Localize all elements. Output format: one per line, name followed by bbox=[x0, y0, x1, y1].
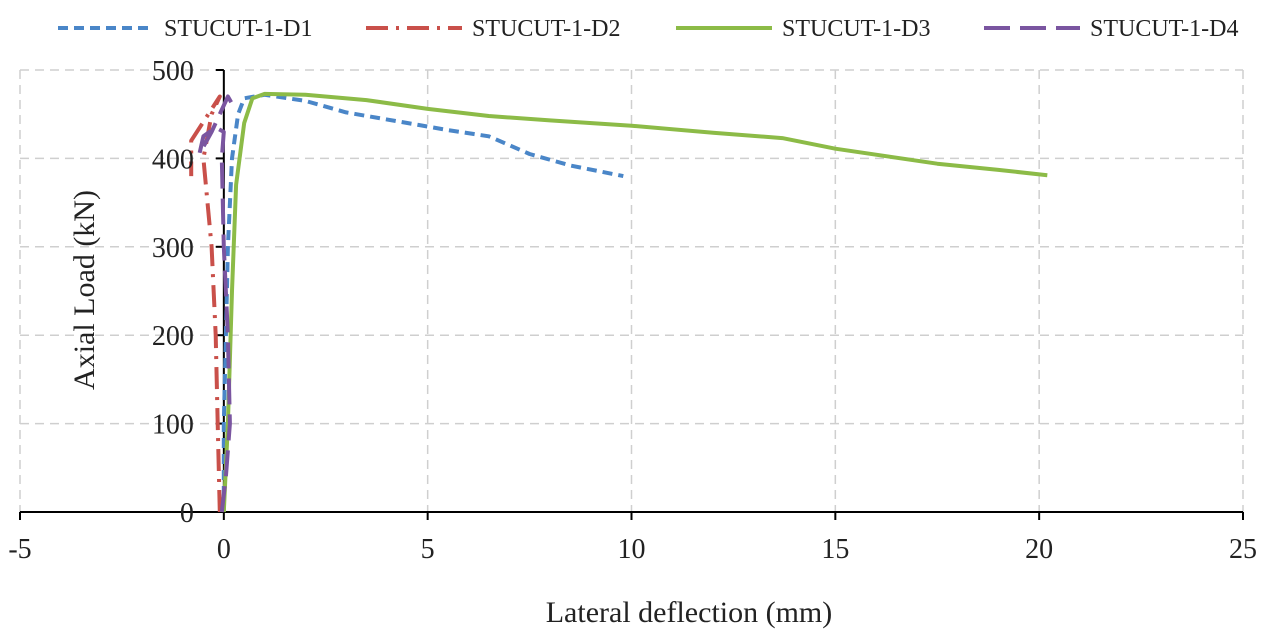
x-tick-label: 15 bbox=[821, 534, 849, 565]
legend-label: STUCUT-1-D4 bbox=[1090, 16, 1238, 42]
x-tick-label: -5 bbox=[8, 534, 31, 565]
x-tick-label: 20 bbox=[1025, 534, 1053, 565]
y-tick-label: 300 bbox=[152, 233, 194, 264]
series-line-stucut-1-d1 bbox=[221, 92, 624, 512]
legend: STUCUT-1-D1 STUCUT-1-D2 STUCUT-1-D3 STUCUT-… bbox=[58, 16, 1238, 42]
legend-label: STUCUT-1-D1 bbox=[164, 16, 312, 42]
legend-label: STUCUT-1-D3 bbox=[782, 16, 930, 42]
series-line-stucut-1-d4 bbox=[197, 94, 236, 513]
x-axis-title: Lateral deflection (mm) bbox=[546, 596, 833, 629]
tick-labels: -5 0 5 10 15 20 25 0 100 200 300 400 500 bbox=[8, 56, 1257, 565]
y-tick-label: 500 bbox=[152, 56, 194, 87]
x-tick-label: 0 bbox=[217, 534, 231, 565]
legend-label: STUCUT-1-D2 bbox=[472, 16, 620, 42]
x-tick-label: 5 bbox=[421, 534, 435, 565]
y-tick-label: 0 bbox=[180, 498, 194, 529]
y-tick-label: 100 bbox=[152, 410, 194, 441]
series-line-stucut-1-d2 bbox=[189, 94, 222, 513]
series-line-stucut-1-d3 bbox=[221, 91, 1048, 513]
x-tick-label: 10 bbox=[618, 534, 646, 565]
x-tick-label: 25 bbox=[1229, 534, 1257, 565]
y-tick-label: 400 bbox=[152, 144, 194, 175]
series-group bbox=[189, 91, 1048, 513]
y-axis-title: Axial Load (kN) bbox=[68, 190, 101, 390]
y-tick-label: 200 bbox=[152, 321, 194, 352]
